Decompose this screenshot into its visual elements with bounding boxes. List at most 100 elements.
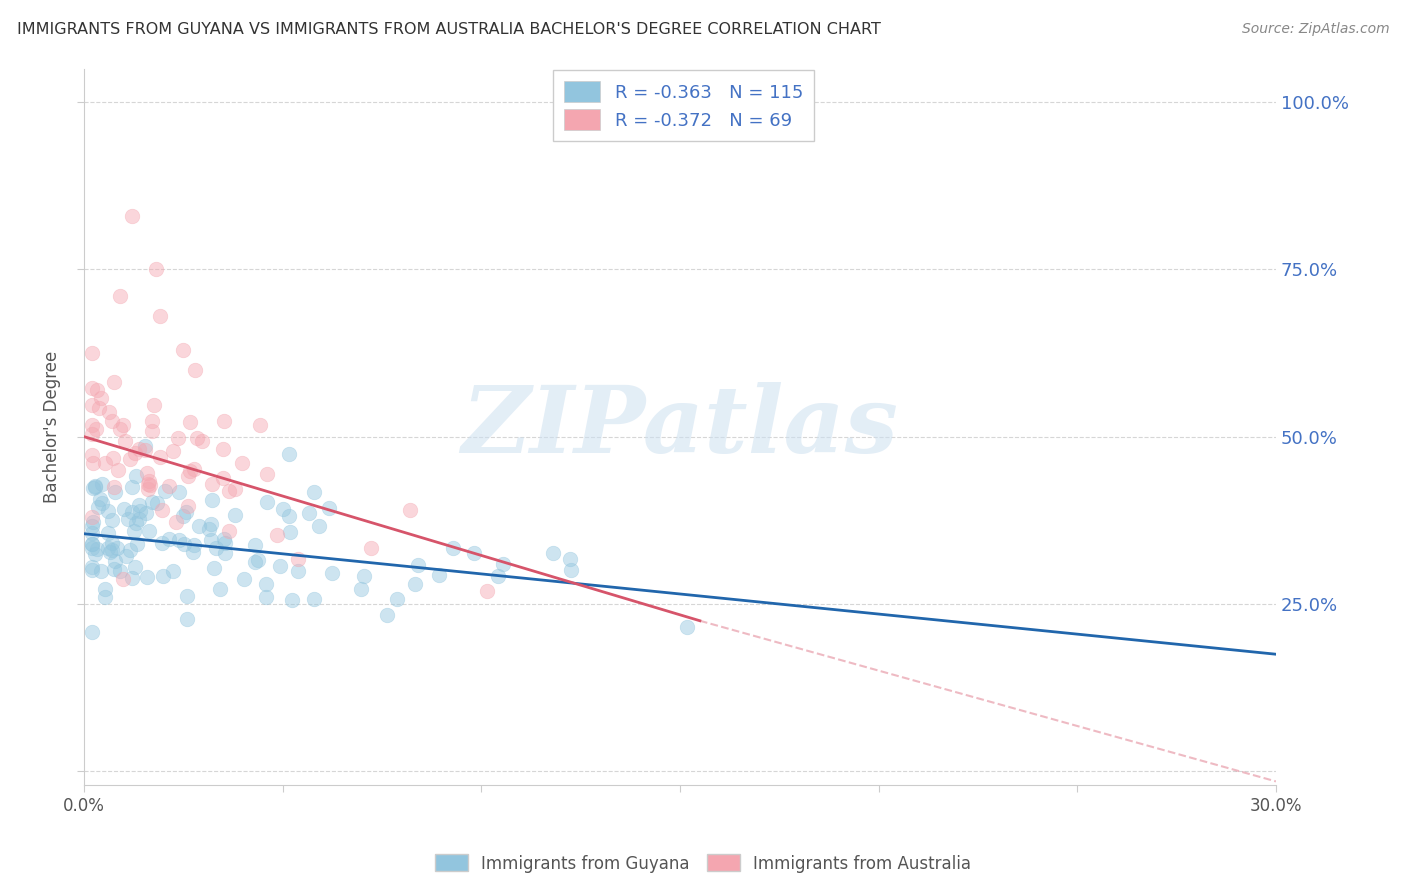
Point — [183, 537, 205, 551]
Point — [97, 541, 120, 555]
Point — [108, 565, 131, 579]
Point — [211, 442, 233, 456]
Point — [138, 475, 160, 489]
Point — [87, 500, 110, 514]
Point — [256, 467, 278, 482]
Point — [121, 571, 143, 585]
Point — [80, 448, 103, 462]
Point — [174, 505, 197, 519]
Point — [121, 209, 143, 223]
Point — [177, 469, 200, 483]
Point — [278, 508, 301, 523]
Point — [308, 519, 330, 533]
Point — [98, 404, 121, 418]
Point — [298, 506, 321, 520]
Point — [134, 442, 156, 457]
Point — [176, 612, 198, 626]
Point — [124, 446, 146, 460]
Point — [162, 564, 184, 578]
Point — [404, 577, 426, 591]
Legend: Immigrants from Guyana, Immigrants from Australia: Immigrants from Guyana, Immigrants from … — [427, 847, 979, 880]
Point — [172, 343, 194, 357]
Point — [254, 577, 277, 591]
Point — [136, 482, 159, 496]
Point — [86, 383, 108, 397]
Point — [82, 457, 104, 471]
Point — [208, 582, 231, 596]
Point — [491, 558, 513, 572]
Point — [176, 589, 198, 603]
Point — [97, 504, 120, 518]
Point — [287, 564, 309, 578]
Point — [172, 509, 194, 524]
Point — [98, 545, 121, 559]
Point — [80, 537, 103, 551]
Point — [146, 496, 169, 510]
Point — [162, 444, 184, 458]
Point — [103, 562, 125, 576]
Point — [117, 512, 139, 526]
Point — [94, 456, 117, 470]
Point — [218, 483, 240, 498]
Point — [103, 480, 125, 494]
Point — [249, 417, 271, 432]
Point — [243, 537, 266, 551]
Point — [139, 477, 162, 491]
Point — [152, 569, 174, 583]
Point — [558, 552, 581, 566]
Point — [136, 477, 159, 491]
Text: IMMIGRANTS FROM GUYANA VS IMMIGRANTS FROM AUSTRALIA BACHELOR'S DEGREE CORRELATIO: IMMIGRANTS FROM GUYANA VS IMMIGRANTS FRO… — [17, 22, 880, 37]
Point — [269, 559, 291, 574]
Point — [108, 289, 131, 303]
Point — [145, 262, 167, 277]
Point — [179, 464, 201, 478]
Point — [80, 417, 103, 432]
Point — [97, 525, 120, 540]
Point — [135, 506, 157, 520]
Point — [100, 413, 122, 427]
Point — [173, 537, 195, 551]
Point — [90, 564, 112, 578]
Point — [128, 512, 150, 526]
Point — [80, 398, 103, 412]
Point — [136, 570, 159, 584]
Point — [186, 431, 208, 445]
Point — [112, 417, 135, 432]
Point — [128, 442, 150, 456]
Point — [83, 480, 105, 494]
Point — [114, 434, 136, 449]
Point — [112, 502, 135, 516]
Point — [398, 503, 420, 517]
Point — [254, 590, 277, 604]
Point — [246, 553, 269, 567]
Text: Source: ZipAtlas.com: Source: ZipAtlas.com — [1241, 22, 1389, 37]
Point — [486, 569, 509, 583]
Point — [124, 560, 146, 574]
Point — [177, 499, 200, 513]
Point — [82, 515, 104, 529]
Point — [125, 536, 148, 550]
Point — [231, 456, 253, 470]
Point — [214, 546, 236, 560]
Point — [89, 492, 111, 507]
Point — [212, 414, 235, 428]
Point — [256, 494, 278, 508]
Point — [101, 543, 124, 558]
Point — [200, 533, 222, 548]
Point — [266, 527, 288, 541]
Point — [80, 541, 103, 555]
Point — [214, 535, 236, 549]
Point — [280, 592, 302, 607]
Point — [142, 398, 165, 412]
Point — [377, 607, 399, 622]
Y-axis label: Bachelor's Degree: Bachelor's Degree — [44, 351, 60, 503]
Point — [387, 592, 409, 607]
Point — [183, 462, 205, 476]
Point — [138, 524, 160, 538]
Point — [191, 434, 214, 449]
Point — [80, 381, 103, 395]
Point — [80, 625, 103, 640]
Point — [121, 480, 143, 494]
Point — [157, 532, 180, 546]
Point — [224, 482, 246, 496]
